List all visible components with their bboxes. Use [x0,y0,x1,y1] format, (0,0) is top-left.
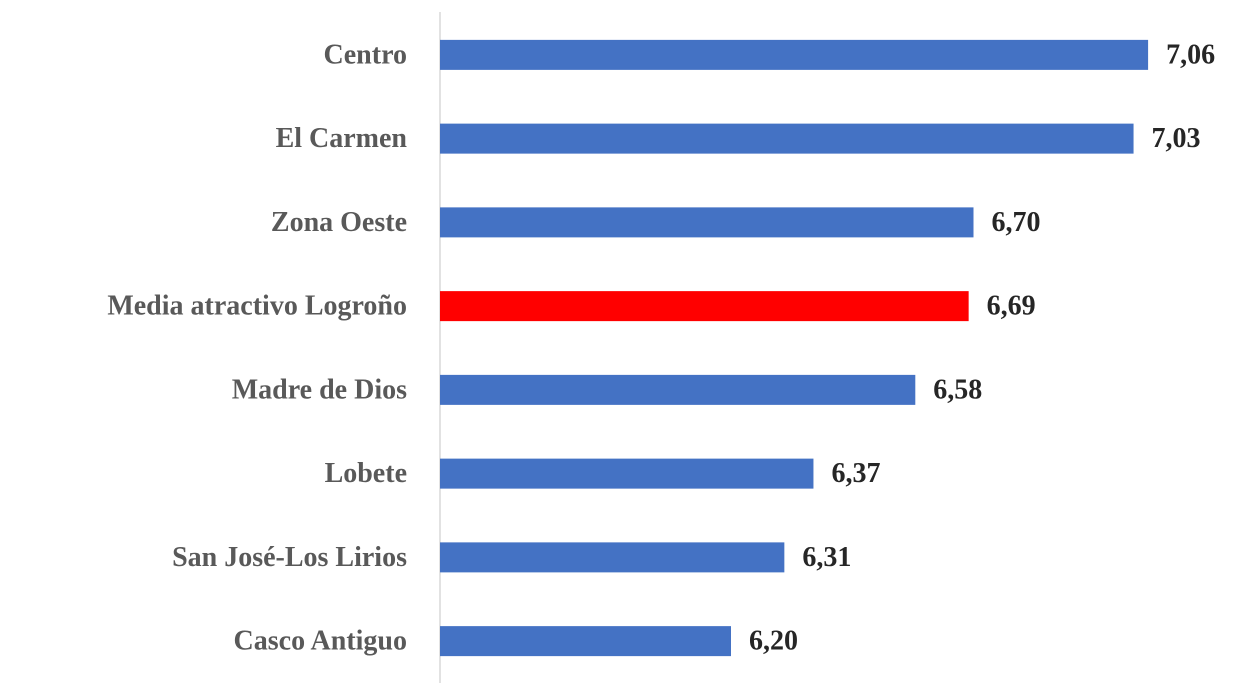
category-label: El Carmen [276,123,408,154]
category-label: Madre de Dios [232,374,407,405]
bar [440,123,1134,154]
value-label: 6,70 [992,207,1041,238]
bar [440,39,1149,70]
bar [440,374,916,405]
value-label: 7,03 [1152,123,1201,154]
bar [440,626,731,657]
category-label: Centro [324,39,407,70]
bar [440,207,974,238]
category-label: Zona Oeste [271,207,407,238]
bar [440,291,969,322]
value-label: 6,69 [987,291,1036,322]
value-label: 6,37 [831,458,880,489]
value-label: 7,06 [1166,39,1215,70]
category-label: Casco Antiguo [234,626,407,657]
category-label: San José-Los Lirios [172,542,407,573]
value-label: 6,20 [749,626,798,657]
bar [440,458,814,489]
value-label: 6,58 [933,374,982,405]
bar [440,542,785,573]
category-label: Media atractivo Logroño [107,291,407,322]
category-label: Lobete [325,458,407,489]
value-label: 6,31 [802,542,851,573]
